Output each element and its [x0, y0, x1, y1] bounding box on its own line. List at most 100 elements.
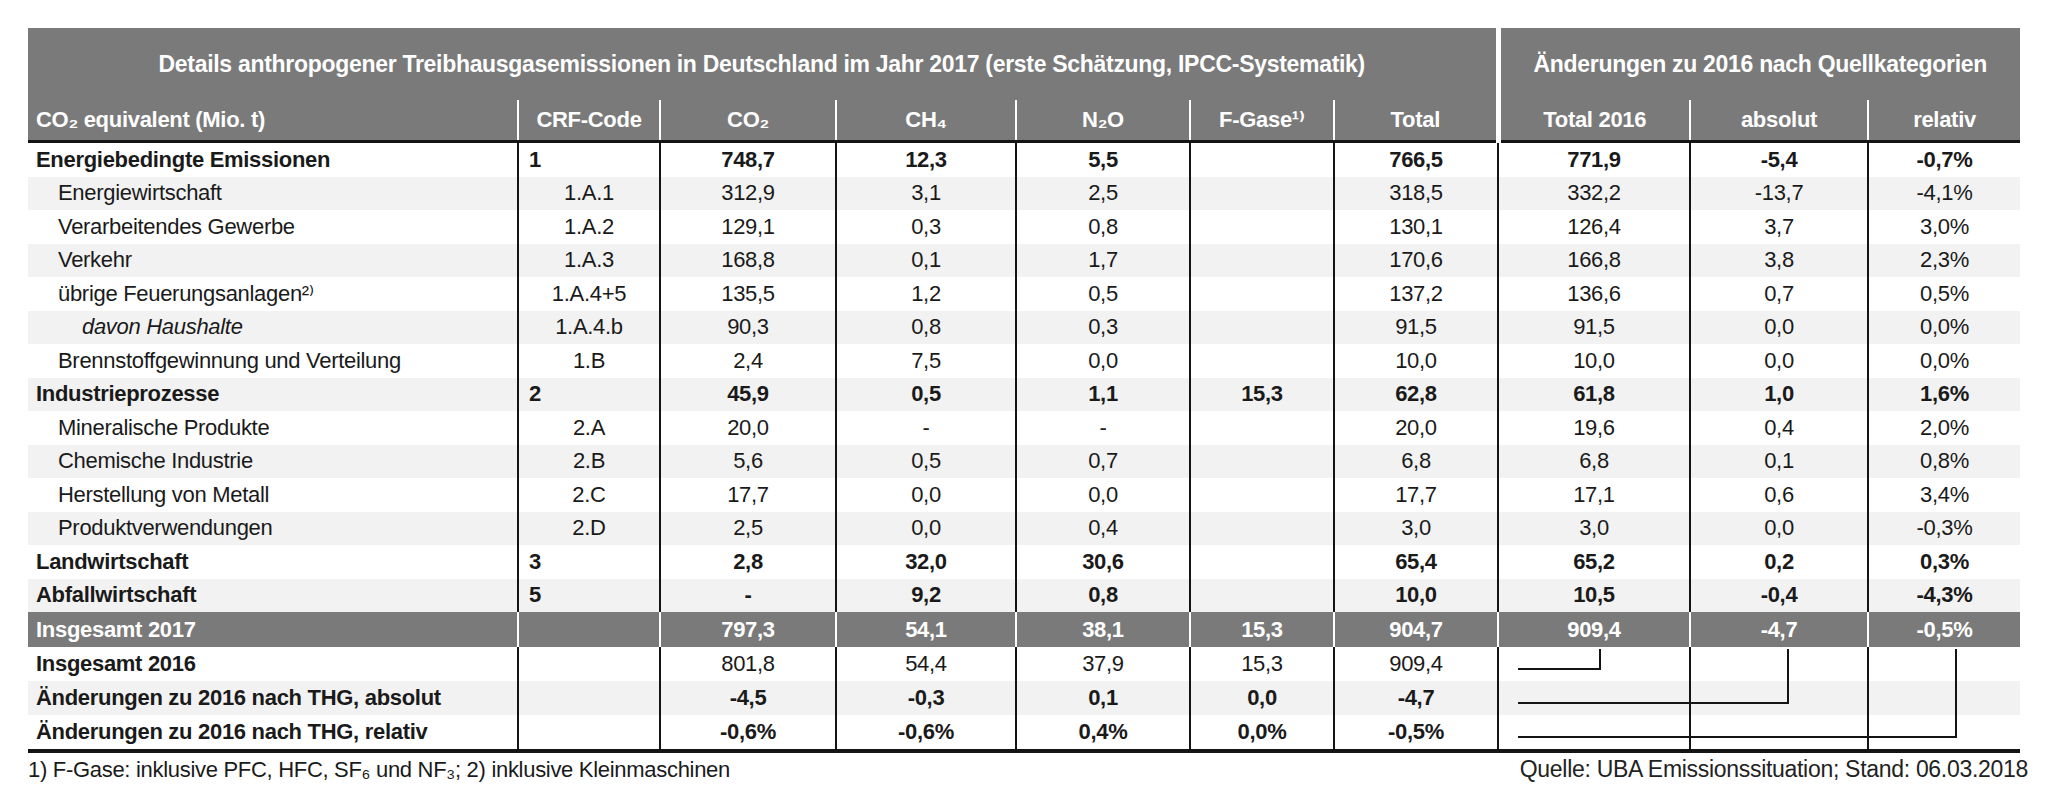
value-cell: 0,7 [1690, 277, 1868, 311]
value-cell [1190, 545, 1334, 579]
value-cell: 0,0% [1868, 311, 2020, 345]
table-body: Energiebedingte Emissionen1748,712,35,57… [28, 142, 2020, 752]
value-cell: 6,8 [1498, 445, 1690, 479]
column-header-ch4: CH₄ [836, 100, 1016, 142]
value-cell: 1,2 [836, 277, 1016, 311]
row-label: übrige Feuerungsanlagen²⁾ [28, 277, 518, 311]
row-label: Insgesamt 2017 [28, 612, 518, 647]
row-label: Landwirtschaft [28, 545, 518, 579]
column-header-absolut: absolut [1690, 100, 1868, 142]
crf-code: 2.B [518, 445, 660, 479]
value-cell: 10,5 [1498, 579, 1690, 613]
value-cell: 15,3 [1190, 378, 1334, 412]
table-header: Details anthropogener Treibhausgasemissi… [28, 28, 2020, 142]
value-cell: 136,6 [1498, 277, 1690, 311]
column-header-relativ: relativ [1868, 100, 2020, 142]
table-row: Verarbeitendes Gewerbe1.A.2129,10,30,813… [28, 210, 2020, 244]
value-cell: -4,7 [1334, 681, 1498, 715]
value-cell [1498, 681, 1690, 715]
column-header-crf-code: CRF-Code [518, 100, 660, 142]
value-cell: 0,1 [1016, 681, 1190, 715]
value-cell: 135,5 [660, 277, 836, 311]
value-cell: 766,5 [1334, 142, 1498, 177]
value-cell [1690, 681, 1868, 715]
value-cell [1190, 210, 1334, 244]
value-cell: 20,0 [1334, 411, 1498, 445]
row-label: Abfallwirtschaft [28, 579, 518, 613]
value-cell: 0,2 [1690, 545, 1868, 579]
table-title-left: Details anthropogener Treibhausgasemissi… [28, 28, 1498, 100]
value-cell: 37,9 [1016, 647, 1190, 681]
table-row: Mineralische Produkte2.A20,0--20,019,60,… [28, 411, 2020, 445]
row-label: Energiewirtschaft [28, 177, 518, 211]
value-cell: 0,3 [836, 210, 1016, 244]
value-cell: 318,5 [1334, 177, 1498, 211]
value-cell: -4,3% [1868, 579, 2020, 613]
value-cell: 91,5 [1498, 311, 1690, 345]
value-cell: 15,3 [1190, 647, 1334, 681]
value-cell: 0,5% [1868, 277, 2020, 311]
value-cell: 0,1 [836, 244, 1016, 278]
value-cell: -13,7 [1690, 177, 1868, 211]
crf-code: 5 [518, 579, 660, 613]
column-header-n2o: N₂O [1016, 100, 1190, 142]
crf-code: 1.B [518, 344, 660, 378]
value-cell: -0,3 [836, 681, 1016, 715]
value-cell: 0,0 [1690, 344, 1868, 378]
crf-code [518, 715, 660, 751]
table-row: Energiewirtschaft1.A.1312,93,12,5318,533… [28, 177, 2020, 211]
value-cell [1498, 647, 1690, 681]
value-cell [1190, 344, 1334, 378]
table-row: Herstellung von Metall2.C17,70,00,017,71… [28, 478, 2020, 512]
value-cell: 15,3 [1190, 612, 1334, 647]
value-cell: 17,1 [1498, 478, 1690, 512]
value-cell: 748,7 [660, 142, 836, 177]
crf-code: 2 [518, 378, 660, 412]
value-cell: -0,6% [836, 715, 1016, 751]
value-cell: 19,6 [1498, 411, 1690, 445]
value-cell [1868, 715, 2020, 751]
value-cell [1190, 142, 1334, 177]
column-header-total-2016: Total 2016 [1498, 100, 1690, 142]
value-cell: 0,1 [1690, 445, 1868, 479]
value-cell: -0,6% [660, 715, 836, 751]
value-cell [1190, 311, 1334, 345]
value-cell: 0,7 [1016, 445, 1190, 479]
value-cell: -0,5% [1868, 612, 2020, 647]
value-cell: 0,3 [1016, 311, 1190, 345]
value-cell: 0,4 [1016, 512, 1190, 546]
column-header-unit: CO₂ equivalent (Mio. t) [28, 100, 518, 142]
value-cell: 62,8 [1334, 378, 1498, 412]
crf-code: 1.A.3 [518, 244, 660, 278]
value-cell: 312,9 [660, 177, 836, 211]
table-row: Chemische Industrie2.B5,60,50,76,86,80,1… [28, 445, 2020, 479]
value-cell: 797,3 [660, 612, 836, 647]
value-cell: 0,4% [1016, 715, 1190, 751]
crf-code: 2.C [518, 478, 660, 512]
value-cell: 0,6 [1690, 478, 1868, 512]
value-cell [1190, 512, 1334, 546]
table-row: Insgesamt 2017797,354,138,115,3904,7909,… [28, 612, 2020, 647]
table-row: Produktverwendungen2.D2,50,00,43,03,00,0… [28, 512, 2020, 546]
value-cell: 801,8 [660, 647, 836, 681]
value-cell: 17,7 [660, 478, 836, 512]
value-cell: 3,0% [1868, 210, 2020, 244]
value-cell [1498, 715, 1690, 751]
value-cell: 168,8 [660, 244, 836, 278]
value-cell [1690, 647, 1868, 681]
value-cell: 0,5 [1016, 277, 1190, 311]
table-row: Insgesamt 2016801,854,437,915,3909,4 [28, 647, 2020, 681]
column-header-co2: CO₂ [660, 100, 836, 142]
value-cell: 0,3% [1868, 545, 2020, 579]
table-title-right: Änderungen zu 2016 nach Quellkategorien [1498, 28, 2020, 100]
value-cell: 3,8 [1690, 244, 1868, 278]
value-cell: -4,1% [1868, 177, 2020, 211]
value-cell: 0,0 [1190, 681, 1334, 715]
value-cell: 909,4 [1498, 612, 1690, 647]
value-cell: 6,8 [1334, 445, 1498, 479]
value-cell: 2,4 [660, 344, 836, 378]
row-label: Herstellung von Metall [28, 478, 518, 512]
row-label: Produktverwendungen [28, 512, 518, 546]
value-cell: -0,5% [1334, 715, 1498, 751]
value-cell: 2,0% [1868, 411, 2020, 445]
